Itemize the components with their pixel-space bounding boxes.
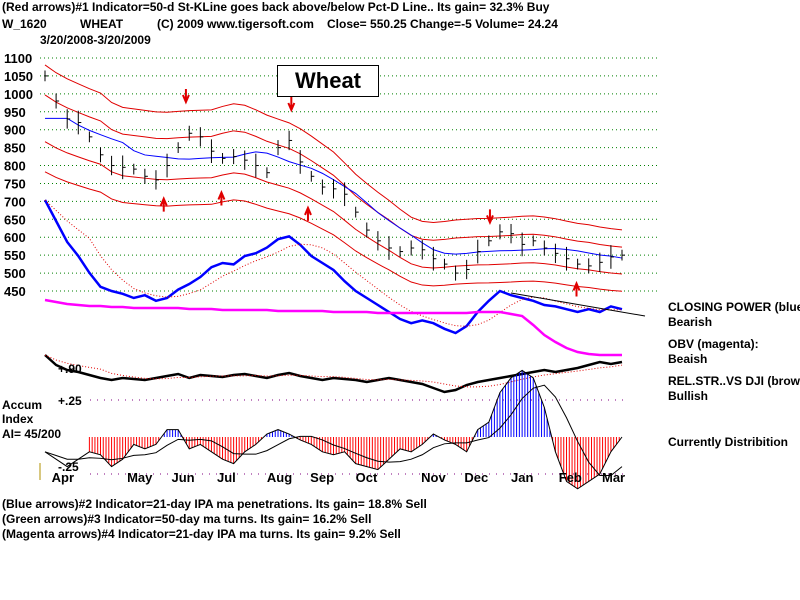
chart-title: Wheat (277, 65, 379, 97)
y-tick-label: 950 (4, 105, 26, 120)
month-label: Oct (356, 470, 378, 485)
cp-state: Bearish (668, 315, 713, 329)
y-tick-label: 550 (4, 248, 26, 263)
y-tick-label: 900 (4, 123, 26, 138)
y-tick-label: 1000 (4, 87, 33, 102)
y-tick-label: 500 (4, 266, 26, 281)
red-up-arrow (159, 196, 168, 212)
y-tick-label: 750 (4, 176, 26, 191)
band-outer-lower (44, 171, 623, 292)
commodity-name: WHEAT (80, 17, 124, 31)
month-label: Nov (421, 470, 446, 485)
red-up-arrow (304, 205, 312, 221)
y-tick-label: 1100 (4, 51, 32, 66)
obv-label: OBV (magenta): (668, 337, 759, 351)
month-label: Mar (602, 470, 625, 485)
red-down-arrow (182, 88, 190, 105)
month-label: Dec (464, 470, 488, 485)
month-label: Apr (52, 470, 74, 485)
date-range: 3/20/2008-3/20/2009 (40, 33, 151, 47)
red-down-arrow (287, 97, 296, 113)
month-label: May (127, 470, 153, 485)
signal-line-3: (Green arrows)#3 Indicator=50-day ma tur… (2, 512, 372, 526)
signal-line-4: (Magenta arrows)#4 Indicator=21-day IPA … (2, 527, 401, 541)
ai-line (44, 369, 623, 490)
closing-power-trendline (510, 292, 646, 317)
y-tick-label: 600 (4, 230, 26, 245)
month-label: Jan (511, 470, 533, 485)
symbol: W_1620 (2, 17, 47, 31)
rel-strength-ma (44, 354, 623, 388)
band-outer-upper (44, 64, 623, 231)
obv-line (44, 298, 622, 357)
y-tick-label: 700 (4, 194, 26, 209)
red-up-arrow (217, 189, 226, 206)
red-up-arrow (572, 280, 581, 297)
month-label: Feb (559, 470, 582, 485)
ai-plus-tick: +.25 (58, 394, 82, 408)
y-tick-label: 800 (4, 159, 26, 174)
red-down-arrow (486, 209, 494, 225)
month-label: Aug (267, 470, 292, 485)
quote: Close= 550.25 Change=-5 Volume= 24.24 (327, 17, 558, 31)
ai-minus-tick: -.25 (58, 460, 79, 474)
month-label: Jun (171, 470, 194, 485)
y-tick-label: 850 (4, 141, 26, 156)
accum-label: Accum (2, 398, 43, 412)
ai-state: Currently Distribition (668, 435, 789, 449)
copyright: (C) 2009 www.tigersoft.com (157, 17, 314, 31)
signal-line-2: (Blue arrows)#2 Indicator=21-day IPA ma … (2, 497, 427, 511)
rs-label: REL.STR..VS DJI (brown) (668, 374, 800, 388)
month-label: Jul (217, 470, 236, 485)
signal-line-1: (Red arrows)#1 Indicator=50-d St-KLine g… (2, 0, 550, 14)
index-label: Index (2, 412, 34, 426)
rs-tick: +.90 (58, 362, 82, 376)
band-inner-lower (44, 141, 623, 275)
y-tick-label: 1050 (4, 69, 33, 84)
y-tick-label: 650 (4, 212, 26, 227)
cp-label: CLOSING POWER (blue) (668, 300, 800, 314)
ai-ma (44, 384, 623, 476)
closing-power-ma (44, 199, 622, 327)
rs-state: Bullish (668, 389, 709, 403)
month-label: Sep (310, 470, 334, 485)
rel-strength-line (44, 354, 623, 394)
band-inner-upper (44, 94, 623, 248)
y-tick-label: 450 (4, 284, 26, 299)
ai-value: AI= 45/200 (2, 427, 62, 441)
obv-state: Beaish (668, 352, 708, 366)
